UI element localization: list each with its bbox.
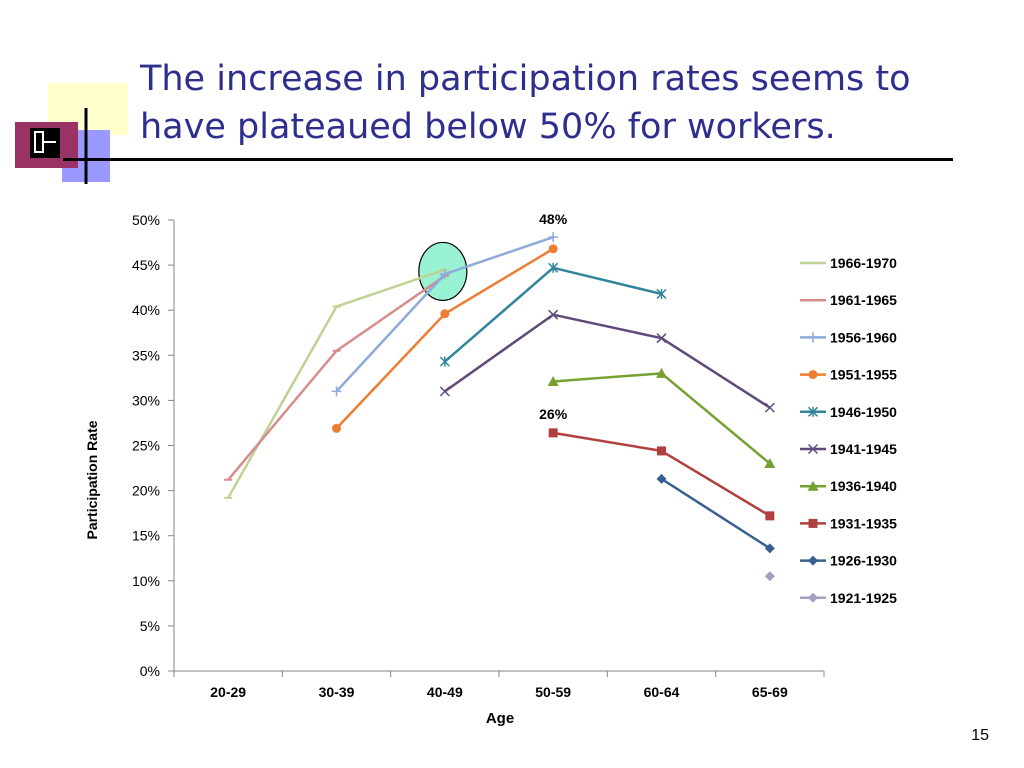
legend-label: 1961-1965 — [830, 292, 897, 308]
legend-item: 1946-1950 — [800, 404, 897, 420]
x-tick-label: 50-59 — [535, 684, 571, 700]
y-tick-label: 10% — [132, 573, 160, 589]
legend-item: 1921-1925 — [800, 590, 897, 606]
legend-label: 1966-1970 — [830, 255, 897, 271]
series-1946-1950 — [439, 262, 667, 367]
data-point — [656, 473, 667, 484]
y-tick-label: 5% — [140, 618, 160, 634]
y-tick-label: 25% — [132, 438, 160, 454]
data-point — [657, 446, 666, 456]
y-tick-label: 45% — [132, 257, 160, 273]
x-tick-label: 60-64 — [644, 684, 680, 700]
data-point — [808, 370, 818, 380]
x-tick-label: 40-49 — [427, 684, 463, 700]
y-tick-label: 0% — [140, 663, 160, 679]
y-tick-label: 40% — [132, 302, 160, 318]
legend-label: 1931-1935 — [830, 515, 897, 531]
slide-title: The increase in participation rates seem… — [140, 59, 911, 147]
data-point — [331, 386, 342, 397]
series-1936-1940 — [547, 367, 776, 469]
legend-item: 1936-1940 — [800, 478, 897, 494]
series-1951-1955 — [332, 244, 558, 433]
legend-label: 1926-1930 — [830, 553, 897, 569]
data-point — [808, 332, 818, 343]
chart-series — [224, 232, 776, 582]
legend-label: 1946-1950 — [830, 404, 897, 420]
data-point — [547, 375, 559, 386]
data-point — [764, 543, 775, 554]
data-point — [764, 571, 775, 582]
page-number: 15 — [971, 727, 989, 744]
series-1941-1945 — [439, 309, 775, 413]
data-point — [764, 402, 775, 413]
logo-decoration — [15, 83, 128, 184]
x-tick-label: 30-39 — [319, 684, 355, 700]
data-point — [439, 356, 450, 367]
y-tick-label: 35% — [132, 347, 160, 363]
x-tick-label: 20-29 — [210, 684, 246, 700]
y-tick-label: 30% — [132, 392, 160, 408]
title-underline — [63, 158, 953, 161]
y-tick-label: 50% — [132, 212, 160, 228]
y-tick-label: 20% — [132, 483, 160, 499]
y-tick-label: 15% — [132, 528, 160, 544]
series-1926-1930 — [656, 473, 775, 554]
data-point — [807, 406, 819, 417]
data-point — [808, 555, 818, 566]
data-label: 26% — [539, 406, 568, 422]
legend-item: 1961-1965 — [800, 292, 897, 308]
data-point — [548, 309, 559, 320]
data-point — [656, 367, 667, 378]
data-point — [765, 511, 775, 521]
data-point — [656, 288, 667, 299]
data-point — [807, 443, 819, 455]
series-1966-1970 — [224, 268, 449, 499]
x-axis-label: Age — [486, 710, 514, 727]
series-line — [444, 313, 771, 409]
data-point — [332, 423, 341, 433]
legend-item: 1966-1970 — [800, 255, 897, 271]
legend-item: 1931-1935 — [800, 515, 897, 531]
data-label: 48% — [539, 211, 568, 227]
data-point — [764, 458, 776, 469]
data-point — [808, 518, 818, 528]
legend-label: 1921-1925 — [830, 590, 897, 606]
legend-label: 1951-1955 — [830, 367, 897, 383]
series-1931-1935 — [548, 428, 775, 521]
chart-legend: 1966-1970 1961-1965 1956-1960 1951-1955 1946… — [800, 255, 897, 606]
data-point — [807, 480, 819, 491]
legend-item: 1956-1960 — [800, 329, 897, 345]
data-point — [808, 592, 818, 603]
x-tick-label: 65-69 — [752, 684, 788, 700]
legend-label: 1941-1945 — [830, 441, 897, 457]
data-point — [439, 269, 450, 280]
legend-label: 1956-1960 — [830, 329, 897, 345]
data-point — [548, 244, 558, 254]
legend-item: 1941-1945 — [800, 441, 897, 457]
data-point — [440, 309, 450, 319]
data-point — [548, 428, 558, 438]
data-point — [656, 333, 667, 344]
data-point — [548, 262, 559, 273]
y-axis-label: Participation Rate — [84, 420, 100, 539]
series-1921-1925 — [764, 571, 775, 582]
chart-axes: 0% 5% 10% 15% 20% 25% 30% 35% 40% 45% 50% 20-29 30-3… — [132, 212, 825, 700]
legend-item: 1951-1955 — [800, 367, 897, 383]
series-line — [660, 477, 771, 550]
series-1956-1960 — [331, 232, 559, 397]
series-line — [227, 268, 446, 499]
legend-label: 1936-1940 — [830, 478, 897, 494]
data-point — [439, 386, 450, 397]
data-point — [548, 232, 559, 243]
legend-item: 1926-1930 — [800, 553, 897, 569]
